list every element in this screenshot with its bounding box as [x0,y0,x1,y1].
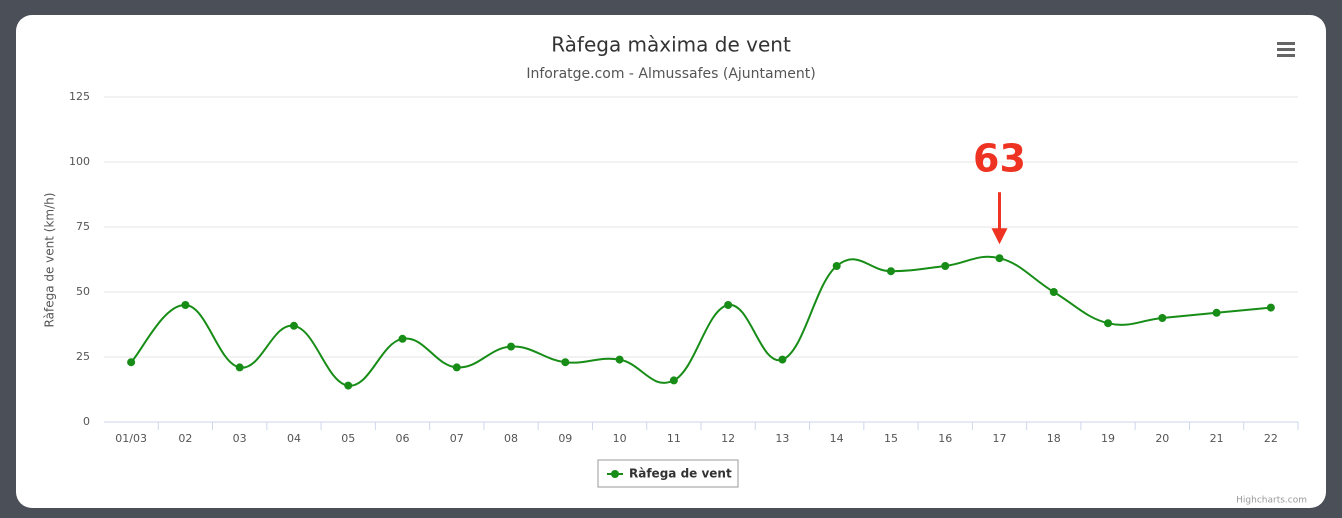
x-tick-label: 03 [233,432,247,445]
menu-bar [1277,42,1295,45]
x-tick-label: 09 [558,432,572,445]
x-tick-label: 16 [938,432,952,445]
x-tick-label: 11 [667,432,681,445]
x-tick-label: 01/03 [115,432,147,445]
data-point [1158,314,1167,322]
x-tick-label: 20 [1155,432,1169,445]
legend[interactable]: Ràfega de vent [597,459,739,488]
series-line [130,255,1271,387]
data-point [1049,288,1058,296]
y-tick-label: 125 [69,90,90,103]
y-tick-label: 25 [76,350,90,363]
annotation: 63 [973,137,1026,181]
data-point [181,301,190,309]
data-point [941,262,950,270]
x-tick-label: 08 [504,432,518,445]
y-tick-label: 100 [69,155,90,168]
x-tick-label: 05 [341,432,355,445]
data-point [127,358,136,367]
data-point [995,254,1004,263]
data-point [724,301,733,309]
data-point [832,262,841,270]
x-tick-label: 12 [721,432,735,445]
x-tick-label: 19 [1101,432,1115,445]
x-tick-label: 07 [450,432,464,445]
x-tick-label: 13 [775,432,789,445]
data-point [778,355,787,364]
x-tick-label: 02 [178,432,192,445]
x-tick-label: 06 [396,432,410,445]
data-point [235,363,244,372]
data-point [289,321,298,330]
y-axis-label: Ràfega de vent (km/h) [43,193,57,328]
x-tick-label: 17 [993,432,1007,445]
x-tick-label: 15 [884,432,898,445]
menu-bar [1277,54,1295,57]
legend-label: Ràfega de vent [629,467,732,481]
x-tick-label: 10 [613,432,627,445]
data-point [452,363,461,372]
x-tick-label: 14 [830,432,844,445]
data-point [561,358,570,367]
menu-bar [1277,48,1295,51]
data-point [344,381,353,390]
data-point [398,334,407,343]
data-point [669,376,678,385]
y-tick-label: 50 [76,285,90,298]
data-point [1104,319,1113,328]
menu-button[interactable] [1277,42,1295,57]
chart-title: Ràfega màxima de vent [551,33,791,57]
x-tick-label: 21 [1210,432,1224,445]
x-tick-label: 04 [287,432,301,445]
chart-subtitle: Inforatge.com - Almussafes (Ajuntament) [526,66,815,82]
y-tick-label: 0 [83,415,90,428]
x-tick-label: 18 [1047,432,1061,445]
data-point [886,267,895,276]
legend-symbol [611,470,619,478]
data-point [1212,308,1221,317]
y-tick-label: 75 [76,220,90,233]
annotation-arrowhead [991,228,1008,245]
data-point [507,342,516,351]
data-point [615,355,624,364]
credit[interactable]: Highcharts.com [1236,496,1307,506]
x-tick-label: 22 [1264,432,1278,445]
data-point [1266,303,1275,312]
